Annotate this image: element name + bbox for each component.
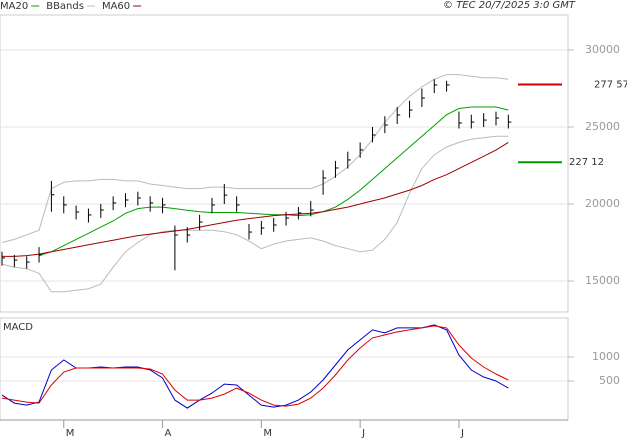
macd-title: MACD (3, 322, 33, 333)
legend-label: BBands (46, 1, 84, 12)
x-tick-label: A (165, 428, 172, 439)
y-tick-label: 30000 (585, 43, 620, 56)
y-tick-label: 1000 (592, 350, 620, 363)
macd-line (1, 325, 509, 407)
macd-panel (0, 317, 569, 421)
x-tick-label: M (66, 428, 75, 439)
moving-average (2, 141, 509, 257)
y-tick-label: 500 (599, 374, 620, 387)
price-marker-label: 277 57 (594, 80, 627, 91)
moving-average (38, 106, 509, 257)
copyright: © TEC 20/7/2025 3:0 GMT (443, 0, 576, 11)
price-panel (0, 14, 569, 313)
legend-label: MA60 (102, 1, 130, 12)
x-tick-label: J (460, 428, 464, 439)
band-upper (1, 74, 509, 243)
y-tick-label: 25000 (585, 120, 620, 133)
legend-label: MA20 (0, 1, 28, 12)
y-tick-label: 20000 (585, 197, 620, 210)
x-tick-label: J (361, 428, 365, 439)
y-tick-label: 15000 (585, 274, 620, 287)
x-tick-label: M (263, 428, 272, 439)
price-marker-label: 227 12 (569, 157, 604, 168)
band-lower (1, 135, 509, 293)
